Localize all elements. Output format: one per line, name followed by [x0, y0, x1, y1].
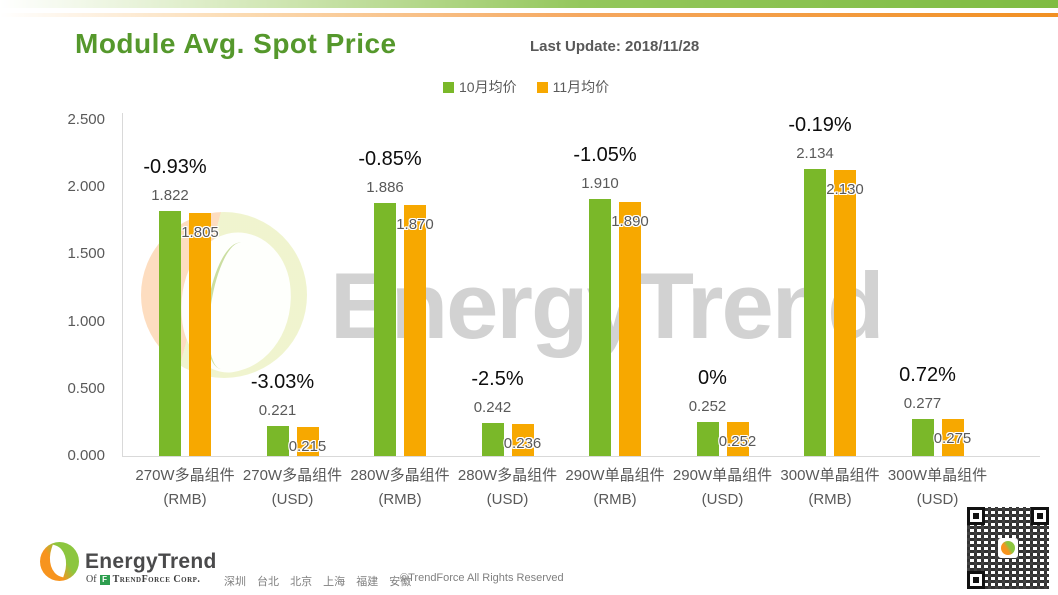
nov-value-label: 0.252	[718, 433, 757, 451]
category-line1: 300W单晶组件	[780, 467, 880, 484]
nov-value-label: 0.236	[503, 435, 542, 453]
footer-copyright: ©TrendForce All Rights Reserved	[400, 572, 564, 584]
legend-label: 11月均价	[552, 79, 610, 95]
bar-oct	[159, 211, 181, 456]
nov-value-label: 2.130	[826, 180, 864, 198]
oct-value-label: 2.134	[796, 145, 834, 163]
oct-value-label: 0.242	[473, 399, 512, 417]
top-orange-bar	[0, 13, 1058, 17]
category-line1: 290W单晶组件	[672, 467, 773, 484]
pct-change-label: 0.72%	[899, 363, 956, 386]
category-line1: 280W多晶组件	[350, 467, 450, 484]
oct-value-label: 0.221	[258, 402, 297, 420]
category-line1: 300W单晶组件	[887, 467, 988, 484]
y-axis-tick-label: 1.000	[67, 312, 105, 330]
bar-nov	[189, 213, 211, 456]
oct-value-label: 0.277	[903, 394, 942, 412]
legend-swatch-icon	[536, 81, 548, 93]
y-axis-line	[122, 113, 123, 456]
bar-nov	[511, 424, 534, 456]
legend-item: 10月均价	[443, 77, 517, 97]
y-axis-tick-label: 0.000	[67, 447, 105, 464]
oct-value-label: 1.910	[581, 175, 619, 193]
pct-change-label: -1.05%	[573, 144, 637, 167]
category-line1: 290W单晶组件	[565, 467, 665, 484]
pct-change-label: -2.5%	[471, 368, 524, 391]
nov-value-label: 0.275	[933, 430, 972, 448]
bar-oct	[266, 426, 289, 456]
bar-oct	[589, 199, 611, 456]
legend-swatch-icon	[443, 81, 454, 93]
qr-code	[963, 503, 1053, 593]
qr-finder-icon	[967, 571, 985, 589]
x-axis-line	[122, 456, 1040, 457]
page-title: Module Avg. Spot Price	[75, 28, 397, 59]
chart-legend: 10月均价 11月均价	[443, 77, 609, 97]
category-line1: 280W多晶组件	[457, 467, 558, 484]
bar-nov	[404, 204, 426, 456]
bar-nov	[726, 422, 749, 456]
y-axis-tick-label: 1.500	[67, 245, 105, 263]
bar-oct	[374, 202, 396, 456]
bar-nov	[619, 201, 641, 456]
oct-value-label: 1.886	[366, 178, 404, 196]
bar-oct	[696, 422, 719, 456]
pct-change-label: -3.03%	[250, 371, 315, 394]
y-axis-tick-label: 2.000	[67, 178, 105, 196]
footer-brand-name: EnergyTrend	[85, 550, 217, 573]
bar-nov	[941, 419, 964, 456]
nov-value-label: 0.215	[288, 438, 327, 456]
category-line1: 270W多晶组件	[135, 467, 235, 484]
category-line2: (RMB)	[378, 491, 422, 508]
x-axis-category-label: 270W多晶组件 (USD)	[235, 464, 351, 512]
pct-change-label: -0.93%	[143, 156, 207, 179]
y-axis-tick-label: 2.500	[67, 111, 105, 128]
trendforce-logo-icon: F	[99, 574, 110, 585]
footer-cities: 深圳 台北 北京 上海 福建 安徽	[224, 576, 412, 588]
x-axis-category-label: 280W多晶组件 (RMB)	[342, 464, 458, 512]
nov-value-label: 1.870	[396, 215, 434, 233]
category-line2: (RMB)	[593, 491, 637, 508]
x-axis-category-label: 300W单晶组件 (USD)	[880, 464, 996, 512]
bar-nov	[296, 427, 319, 456]
y-axis-tick-label: 0.500	[67, 379, 105, 397]
nov-value-label: 1.890	[611, 212, 649, 230]
pct-change-label: -0.85%	[358, 147, 422, 170]
category-line2: (USD)	[486, 491, 529, 508]
top-green-bar	[0, 0, 1058, 8]
x-axis-category-label: 300W单晶组件 (RMB)	[772, 464, 888, 512]
corp-prefix: Of	[86, 574, 97, 585]
bar-nov	[834, 169, 856, 456]
legend-item: 11月均价	[536, 77, 610, 97]
nov-value-label: 1.805	[181, 224, 219, 242]
corp-name: TrendForce Corp.	[112, 574, 201, 585]
qr-center-logo-icon	[998, 538, 1018, 558]
x-axis-category-label: 270W多晶组件 (RMB)	[127, 464, 243, 512]
legend-label: 10月均价	[459, 79, 517, 95]
bar-oct	[804, 169, 826, 456]
footer-corp-line: Of F TrendForce Corp.	[86, 574, 200, 585]
qr-finder-icon	[1031, 507, 1049, 525]
leaf-icon	[44, 544, 72, 578]
x-axis-category-label: 280W多晶组件 (USD)	[450, 464, 566, 512]
qr-finder-icon	[967, 507, 985, 525]
pct-change-label: 0%	[698, 367, 727, 390]
oct-value-label: 1.822	[151, 187, 189, 205]
category-line2: (USD)	[271, 491, 314, 508]
bar-oct	[481, 423, 504, 456]
energytrend-logo-icon	[40, 542, 79, 581]
category-line2: (USD)	[701, 491, 744, 508]
last-update-label: Last Update: 2018/11/28	[530, 38, 700, 55]
x-axis-category-label: 290W单晶组件 (USD)	[665, 464, 781, 512]
bar-oct	[911, 418, 934, 456]
pct-change-label: -0.19%	[788, 114, 852, 137]
x-axis-category-label: 290W单晶组件 (RMB)	[557, 464, 673, 512]
category-line2: (USD)	[916, 491, 959, 508]
category-line2: (RMB)	[163, 491, 207, 508]
oct-value-label: 0.252	[688, 398, 727, 416]
category-line2: (RMB)	[808, 491, 852, 508]
category-line1: 270W多晶组件	[242, 467, 343, 484]
